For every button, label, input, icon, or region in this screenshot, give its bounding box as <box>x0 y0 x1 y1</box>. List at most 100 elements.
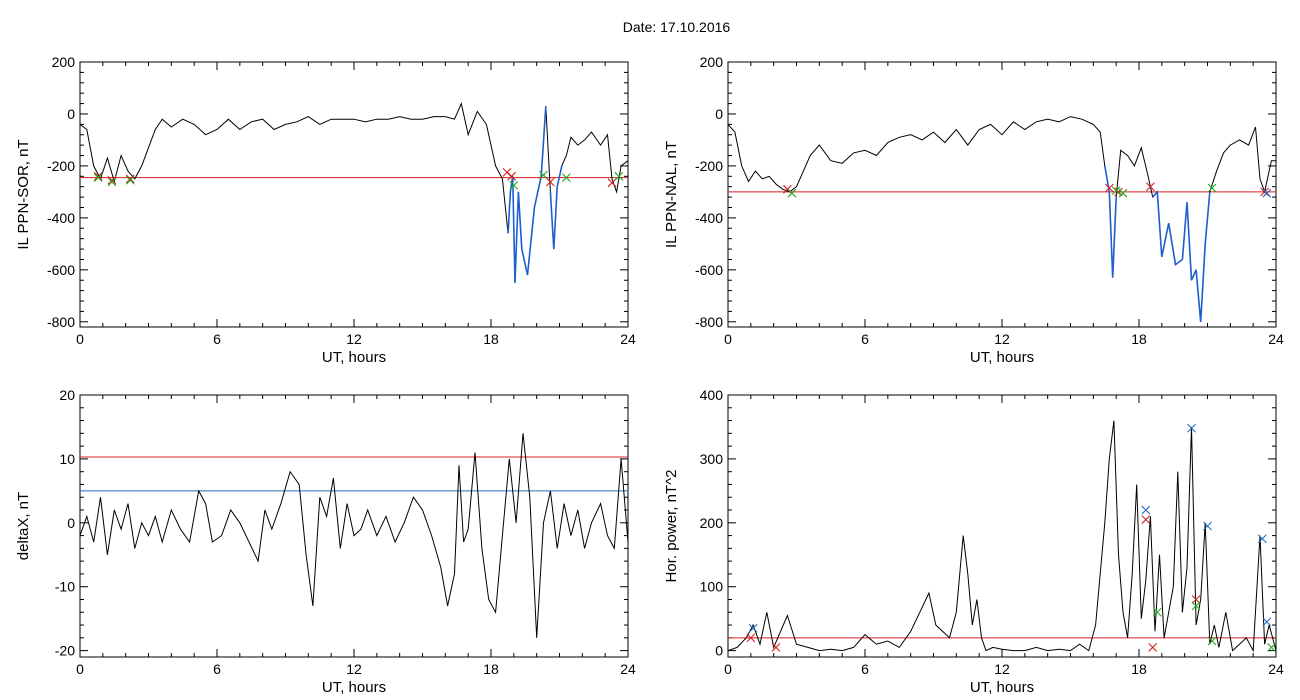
deltax-x-tick-label: 12 <box>346 661 362 677</box>
il-ppn-sor-marker-red <box>125 174 135 184</box>
il-ppn-sor-marker-red <box>507 171 516 181</box>
il-ppn-sor-marker-stroke <box>545 177 555 187</box>
il-ppn-nal-plot-frame <box>727 61 1277 328</box>
hor-power-x-tick-label: 18 <box>1131 661 1147 677</box>
hor-power-marker-stroke <box>1257 534 1267 544</box>
il-ppn-sor-event-segment <box>549 165 563 250</box>
hor-power-marker-stroke <box>1148 643 1158 652</box>
il-ppn-nal-marker-stroke <box>1260 187 1269 197</box>
il-ppn-sor-marker-stroke <box>125 174 135 184</box>
il-ppn-sor-marker-stroke <box>93 171 103 181</box>
il-ppn-sor-marker-green <box>125 175 135 185</box>
il-ppn-nal-x-tick-label: 18 <box>1131 331 1147 347</box>
hor-power-marker-blue <box>1262 617 1272 627</box>
il-ppn-sor-event-segment <box>507 176 523 283</box>
il-ppn-sor-marker-green <box>107 177 117 187</box>
il-ppn-nal-marker-green <box>1111 186 1121 195</box>
hor-power-marker-stroke <box>1262 617 1272 627</box>
hor-power-marker-red <box>746 633 756 643</box>
hor-power-marker-red <box>1191 595 1201 604</box>
il-ppn-nal-y-tick-label: 200 <box>700 54 724 70</box>
il-ppn-sor-y-tick-label: -800 <box>47 314 75 330</box>
il-ppn-sor-marker-stroke <box>507 171 516 181</box>
il-ppn-sor-marker-green <box>93 173 103 183</box>
il-ppn-sor-marker-stroke <box>539 170 548 180</box>
hor-power-marker-stroke <box>1141 515 1151 524</box>
panel-il-ppn-nal: 0 6 12 18 24 200 0 -200 -400 -600 -800 UT, hours IL … <box>663 54 1284 366</box>
hor-power-marker-stroke <box>1267 643 1276 652</box>
il-ppn-sor-x-tick-label: 0 <box>76 331 84 347</box>
il-ppn-sor-y-tick-label: -400 <box>47 210 75 226</box>
hor-power-marker-stroke <box>1191 595 1201 604</box>
deltax-y-tick-label: -10 <box>55 579 75 595</box>
il-ppn-nal-marker-stroke <box>782 184 792 194</box>
hor-power-marker-blue <box>1187 423 1196 433</box>
deltax-y-tick-label: 20 <box>59 387 75 403</box>
il-ppn-sor-marker-stroke <box>125 175 135 185</box>
hor-power-marker-stroke <box>1191 601 1201 611</box>
deltax-data-line <box>80 433 628 638</box>
hor-power-x-tick-label: 0 <box>724 661 732 677</box>
hor-power-marker-red <box>771 643 781 652</box>
il-ppn-sor-marker-red <box>607 178 617 188</box>
hor-power-marker-red <box>1148 643 1158 652</box>
il-ppn-sor-data-line <box>80 101 628 283</box>
il-ppn-sor-marker-stroke <box>107 175 117 185</box>
hor-power-y-tick-label: 100 <box>700 579 724 595</box>
il-ppn-sor-x-axis-label: UT, hours <box>322 349 386 366</box>
hor-power-x-tick-label: 24 <box>1268 661 1284 677</box>
hor-power-marker-stroke <box>1187 423 1196 433</box>
deltax-y-axis-label: deltaX, nT <box>15 492 32 560</box>
il-ppn-nal-marker-stroke <box>787 188 797 198</box>
hor-power-marker-green <box>1267 643 1276 652</box>
hor-power-marker-blue <box>1141 505 1151 515</box>
il-ppn-sor-x-tick-label: 24 <box>620 331 636 347</box>
il-ppn-sor-marker-stroke <box>561 173 571 183</box>
il-ppn-sor-marker-green <box>561 173 571 183</box>
il-ppn-nal-marker-green <box>1207 183 1217 193</box>
hor-power-y-tick-label: 400 <box>700 387 724 403</box>
hor-power-marker-stroke <box>1152 607 1162 617</box>
il-ppn-nal-y-tick-label: -400 <box>695 210 723 226</box>
deltax-y-tick-label: 0 <box>67 515 75 531</box>
deltax-x-tick-label: 6 <box>213 661 221 677</box>
hor-power-marker-stroke <box>748 623 758 633</box>
hor-power-marker-stroke <box>1141 505 1151 515</box>
il-ppn-sor-marker-green <box>539 170 548 180</box>
il-ppn-nal-event-segment <box>1104 165 1117 278</box>
panel-deltax: 0 6 12 18 24 20 10 0 -10 -20 UT, hours deltaX, nT <box>15 387 636 696</box>
hor-power-x-tick-label: 12 <box>994 661 1010 677</box>
il-ppn-nal-marker-red <box>1104 183 1114 193</box>
il-ppn-nal-y-tick-label: -200 <box>695 158 723 174</box>
hor-power-marker-red <box>1141 515 1151 524</box>
il-ppn-sor-marker-stroke <box>607 178 617 188</box>
hor-power-marker-stroke <box>1207 636 1217 646</box>
hor-power-marker-stroke <box>746 633 756 643</box>
il-ppn-sor-y-tick-label: 0 <box>67 106 75 122</box>
il-ppn-nal-marker-green <box>1118 188 1128 198</box>
hor-power-y-tick-label: 300 <box>700 451 724 467</box>
panel-il-ppn-sor: 0 6 12 18 24 200 0 -200 -400 -600 -800 UT, hours IL … <box>15 54 636 366</box>
il-ppn-nal-marker-stroke <box>1262 188 1272 198</box>
il-ppn-sor-x-tick-label: 6 <box>213 331 221 347</box>
deltax-x-tick-label: 18 <box>483 661 499 677</box>
il-ppn-sor-y-tick-label: -200 <box>47 158 75 174</box>
il-ppn-sor-marker-stroke <box>93 173 103 183</box>
il-ppn-sor-event-segment <box>521 207 536 276</box>
il-ppn-sor-marker-red <box>545 177 555 187</box>
il-ppn-nal-y-tick-label: 0 <box>715 106 723 122</box>
hor-power-data-line <box>728 420 1276 653</box>
hor-power-marker-blue <box>1257 534 1267 544</box>
il-ppn-nal-data-line <box>728 116 1276 322</box>
il-ppn-nal-marker-stroke <box>1146 182 1155 192</box>
il-ppn-sor-x-tick-label: 12 <box>346 331 362 347</box>
il-ppn-nal-x-tick-label: 0 <box>724 331 732 347</box>
il-ppn-nal-marker-red <box>1260 187 1269 197</box>
deltax-x-tick-label: 0 <box>76 661 84 677</box>
hor-power-marker-green <box>1207 636 1217 646</box>
il-ppn-nal-y-tick-label: -800 <box>695 314 723 330</box>
panel-hor-power: 0 6 12 18 24 400 300 200 100 0 UT, hours Hor. power… <box>663 387 1284 696</box>
deltax-x-axis-label: UT, hours <box>322 679 386 696</box>
il-ppn-nal-x-tick-label: 24 <box>1268 331 1284 347</box>
